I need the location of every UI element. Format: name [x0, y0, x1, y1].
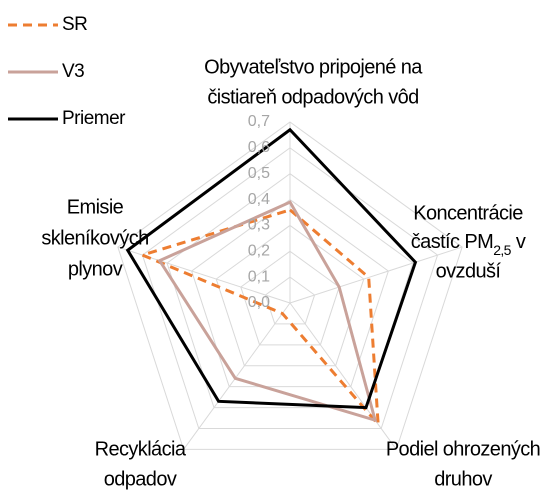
tick-label: 0,6 [248, 139, 270, 156]
category-label-part: v [511, 231, 526, 253]
tick-label: 0,1 [248, 268, 270, 285]
tick-label: 0,7 [248, 113, 270, 130]
category-label-part: 2,5 [493, 242, 511, 258]
category-label: čistiareň odpadových vôd [207, 86, 418, 108]
series-line [138, 208, 380, 429]
spoke [289, 302, 397, 450]
grid-ring [191, 198, 389, 388]
series-line [125, 127, 418, 410]
category-label-part: častíc PM [411, 231, 493, 253]
category-label: Emisie [67, 196, 124, 218]
category-label: častíc PM2,5 v [411, 231, 526, 257]
category-label: Koncentrácie [413, 202, 523, 224]
category-label: ovzduší [436, 260, 502, 282]
category-label: Obyvateľstvo pripojené na [204, 56, 423, 78]
grid-ring [141, 147, 439, 430]
tick-label: 0,2 [248, 243, 270, 260]
spoke [289, 246, 463, 304]
grid-ring [264, 276, 316, 325]
legend-label: V3 [62, 61, 84, 82]
category-label: Podiel ohrozených [386, 438, 540, 460]
category-label: plynov [68, 258, 123, 280]
category-label: druhov [434, 468, 492, 490]
category-label: Recyklácia [95, 438, 187, 460]
grid-ring [240, 250, 340, 346]
spoke [183, 302, 291, 450]
tick-label: 0,4 [248, 191, 270, 208]
legend-label: SR [62, 14, 87, 35]
grid-ring [117, 121, 463, 450]
grid-ring [215, 224, 365, 367]
tick-label: 0,3 [248, 217, 270, 234]
legend-label: Priemer [62, 108, 126, 129]
tick-label: 0,5 [248, 165, 270, 182]
category-label: skleníkových [41, 227, 148, 249]
category-label: odpadov [104, 468, 177, 490]
tick-label: 0,0 [248, 294, 270, 311]
series-line [157, 200, 378, 423]
